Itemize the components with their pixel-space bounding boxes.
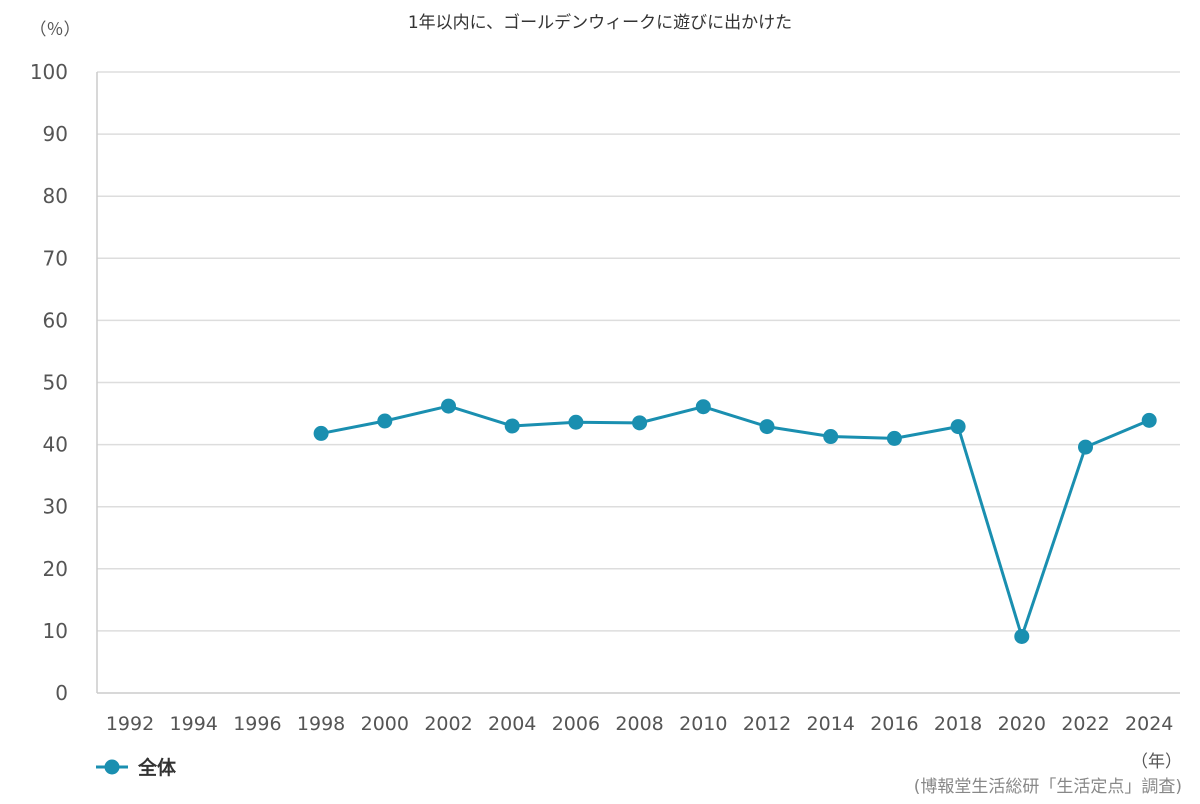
data-point xyxy=(759,419,775,435)
y-tick-label: 90 xyxy=(43,122,68,146)
x-tick-label: 1998 xyxy=(297,713,345,735)
legend-dot-marker xyxy=(104,759,120,775)
x-tick-label: 2006 xyxy=(552,713,600,735)
legend-label: 全体 xyxy=(137,756,177,779)
y-tick-label: 50 xyxy=(43,371,68,395)
data-point xyxy=(823,429,839,445)
y-tick-label: 100 xyxy=(30,60,68,84)
data-point xyxy=(695,399,711,415)
x-tick-label: 2016 xyxy=(870,713,918,735)
y-tick-label: 80 xyxy=(43,184,68,208)
chart-title: 1年以内に、ゴールデンウィークに遊びに出かけた xyxy=(408,12,792,33)
x-tick-label: 2018 xyxy=(934,713,982,735)
y-tick-label: 0 xyxy=(55,681,68,705)
data-point xyxy=(632,415,648,431)
source-note: (博報堂生活総研「生活定点」調査) xyxy=(914,777,1182,797)
data-point xyxy=(886,430,902,446)
data-point xyxy=(441,398,456,414)
data-point xyxy=(377,413,393,429)
x-tick-label: 2008 xyxy=(615,713,663,735)
x-tick-label: 1996 xyxy=(233,713,281,735)
data-point xyxy=(313,425,329,441)
x-tick-label: 2014 xyxy=(807,713,855,735)
data-point xyxy=(504,418,520,434)
y-tick-label: 40 xyxy=(43,433,68,457)
data-point xyxy=(950,419,966,435)
series-1 xyxy=(313,398,1157,644)
x-tick-label: 2012 xyxy=(743,713,791,735)
y-tick-label: 70 xyxy=(43,246,68,270)
y-tick-label: 30 xyxy=(43,495,68,519)
y-axis-ticks: 0 10 20 30 40 50 60 70 80 90 100 xyxy=(30,60,68,705)
x-axis-ticks: 1992 1994 1996 1998 2000 2002 2004 2006 2008 2010… xyxy=(106,713,1174,735)
y-tick-label: 20 xyxy=(43,557,68,581)
legend: 全体 xyxy=(96,756,177,779)
x-tick-label: 1992 xyxy=(106,713,154,735)
x-tick-label: 2002 xyxy=(424,713,472,735)
x-tick-label: 1994 xyxy=(170,713,218,735)
data-point xyxy=(568,414,584,430)
data-point xyxy=(1078,439,1093,455)
x-tick-label: 2022 xyxy=(1061,713,1109,735)
x-axis-unit-label: （年） xyxy=(1131,752,1182,772)
data-point xyxy=(1014,628,1030,644)
y-axis-unit-label: （％） xyxy=(30,20,81,40)
x-tick-label: 2010 xyxy=(679,713,727,735)
x-tick-label: 2020 xyxy=(998,713,1046,735)
x-tick-label: 2004 xyxy=(488,713,536,735)
gridlines xyxy=(97,71,1180,632)
series-line xyxy=(320,404,1150,638)
y-tick-label: 10 xyxy=(43,619,68,643)
data-point xyxy=(1141,412,1157,428)
x-tick-label: 2000 xyxy=(361,713,409,735)
x-tick-label: 2024 xyxy=(1125,713,1173,735)
y-tick-label: 60 xyxy=(43,308,68,332)
